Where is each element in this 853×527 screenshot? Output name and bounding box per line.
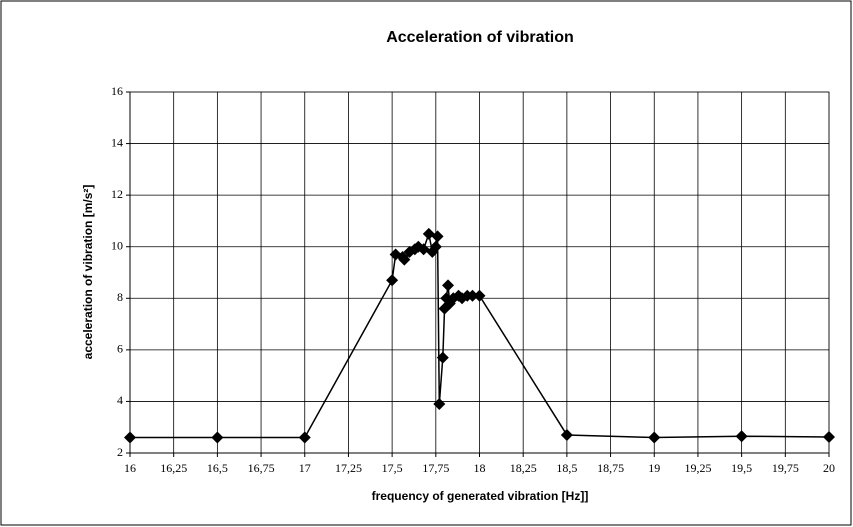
x-tick-label: 19,5 [731,461,752,475]
y-tick-label: 10 [111,238,123,252]
data-point [417,243,430,256]
data-point [560,428,573,441]
x-tick-label: 16 [124,461,136,475]
x-tick-label: 16,25 [160,461,187,475]
y-tick-label: 14 [111,135,123,149]
data-point [389,248,402,261]
y-axis-label: acceleration of vibration [m/s²] [81,185,95,360]
x-tick-label: 18,25 [510,461,537,475]
y-tick-label: 2 [117,445,123,459]
x-tick-label: 19,75 [772,461,799,475]
data-point [429,240,442,253]
x-tick-label: 19 [648,461,660,475]
x-tick-label: 18,5 [556,461,577,475]
y-tick-label: 6 [117,342,123,356]
data-point [648,431,661,444]
x-tick-label: 20 [823,461,835,475]
x-tick-label: 17,5 [382,461,403,475]
data-point [431,230,444,243]
data-point [433,398,446,411]
data-point [386,274,399,287]
x-axis-label: frequency of generated vibration [Hz]] [372,489,589,503]
x-tick-label: 17,75 [422,461,449,475]
x-tick-label: 17 [299,461,311,475]
x-tick-label: 16,75 [248,461,275,475]
data-point [124,431,136,444]
x-tick-label: 19,25 [684,461,711,475]
chart-title: Acceleration of vibration [386,29,574,46]
data-point [298,431,311,444]
data-point [442,279,455,292]
x-tick-label: 18 [474,461,486,475]
data-point [473,289,486,302]
data-point [436,351,449,364]
y-tick-label: 4 [117,393,123,407]
x-tick-label: 18,75 [597,461,624,475]
data-point [422,227,435,240]
y-tick-label: 16 [111,84,123,98]
data-point [466,289,479,302]
x-tick-label: 17,25 [335,461,362,475]
y-tick-label: 12 [111,187,123,201]
data-point [823,431,835,444]
y-tick-label: 8 [117,290,123,304]
data-point [398,253,411,266]
data-point [211,431,224,444]
x-tick-label: 16,5 [207,461,228,475]
data-point [735,430,748,443]
